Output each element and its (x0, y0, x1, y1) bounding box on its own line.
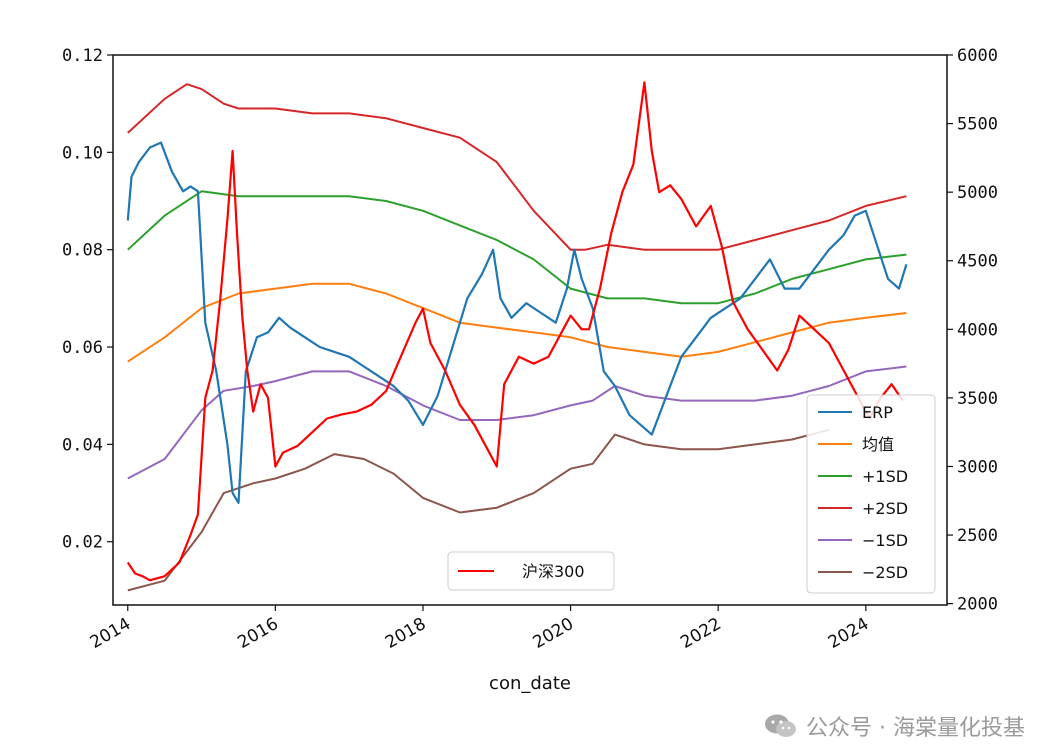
legend-label: ERP (862, 403, 893, 422)
series-line-6 (126, 81, 904, 582)
watermark-text: 公众号 · 海棠量化投基 (806, 716, 1025, 741)
right-tick-label: 3500 (957, 389, 998, 409)
right-y-axis: 6000 5500 5000 4500 4000 3500 3000 2500 2000 (947, 46, 998, 615)
series-line-3 (127, 83, 907, 251)
left-tick-label: 0.12 (62, 46, 103, 66)
right-tick-label: 4500 (957, 252, 998, 272)
legend-label: 均值 (862, 435, 894, 454)
legend-label: +2SD (862, 499, 908, 518)
left-tick-label: 0.08 (62, 241, 103, 261)
series-line-5 (127, 428, 830, 592)
series-line-1 (127, 282, 907, 363)
left-y-axis: 0.12 0.10 0.08 0.06 0.04 0.02 (62, 46, 113, 553)
right-tick-label: 3000 (957, 457, 998, 477)
x-tick-label: 2014 (87, 614, 134, 653)
right-tick-label: 6000 (957, 46, 998, 66)
legend-main: ERP 均值 +1SD +2SD −1SD −2SD (806, 394, 936, 594)
plot-frame (112, 54, 948, 606)
wechat-icon (765, 714, 797, 737)
legend-index-box (447, 551, 615, 591)
legend-main-items: ERP 均值 +1SD +2SD −1SD −2SD (818, 403, 908, 582)
right-tick-label: 2500 (957, 526, 998, 546)
x-tick-label: 2024 (825, 614, 872, 653)
left-tick-label: 0.04 (62, 435, 103, 455)
legend-label: −1SD (862, 531, 908, 550)
x-axis-label: con_date (489, 673, 571, 694)
right-tick-label: 5500 (957, 115, 998, 135)
x-tick-label: 2020 (530, 614, 577, 653)
right-tick-label: 2000 (957, 595, 998, 615)
x-axis: 2014 2016 2018 2020 2022 2024 (87, 605, 872, 653)
legend-label: 沪深300 (522, 562, 585, 581)
right-tick-label: 5000 (957, 183, 998, 203)
left-tick-label: 0.02 (62, 533, 103, 553)
watermark: 公众号 · 海棠量化投基 (764, 710, 1025, 742)
legend-label: +1SD (862, 467, 908, 486)
x-tick-label: 2016 (234, 614, 281, 653)
series-line-0 (126, 141, 908, 504)
series-layer (126, 81, 908, 592)
right-tick-label: 4000 (957, 320, 998, 340)
series-line-4 (127, 365, 907, 480)
legend-index-items: 沪深300 (458, 562, 585, 581)
legend-label: −2SD (862, 563, 908, 582)
series-line-2 (127, 190, 907, 305)
legend-index: 沪深300 (447, 551, 615, 591)
x-tick-label: 2018 (382, 614, 429, 653)
left-tick-label: 0.06 (62, 338, 103, 358)
x-tick-label: 2022 (677, 614, 724, 653)
left-tick-label: 0.10 (62, 143, 103, 163)
